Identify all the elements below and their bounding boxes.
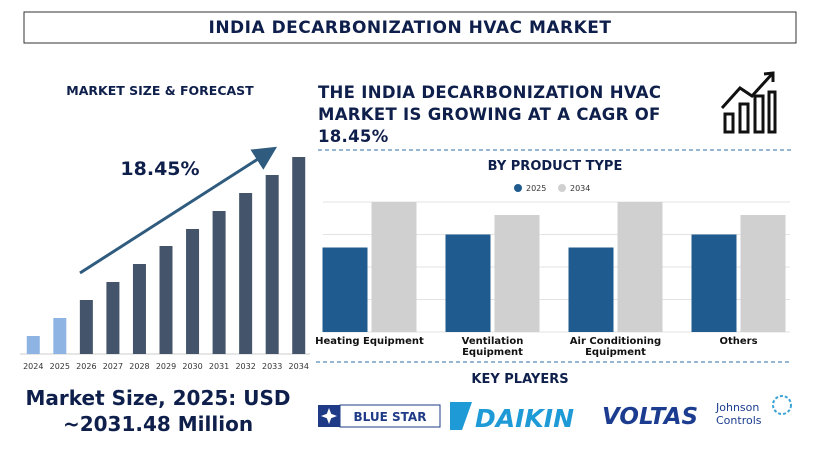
x-tick-label: Air Conditioning Equipment (569, 336, 662, 358)
bar (186, 229, 200, 354)
legend-swatch (514, 184, 522, 192)
headline: THE INDIA DECARBONIZATION HVAC MARKET IS… (318, 83, 662, 146)
legend-swatch (558, 184, 566, 192)
forecast-chart: 2024 2025 2026 2027 2028 2029 2030 2031 2032 2033… (23, 157, 309, 371)
bar (691, 234, 737, 332)
bar (322, 247, 368, 332)
bar (568, 247, 614, 332)
x-tick-label: 2031 (209, 362, 229, 371)
bar (740, 215, 786, 332)
bar (53, 318, 67, 354)
x-tick-label: 2027 (103, 362, 123, 371)
growth-icon (720, 71, 777, 134)
x-tick-label: 2032 (235, 362, 255, 371)
bar (26, 336, 40, 354)
logo-mark (772, 395, 792, 415)
logo-text: VOLTAS (602, 404, 698, 430)
bar (494, 215, 540, 332)
chart-title: MARKET SIZE & FORECAST (66, 83, 254, 98)
bar (159, 246, 173, 354)
legend-label: 2034 (570, 184, 590, 193)
bar (79, 300, 93, 354)
x-tick-label: 2024 (23, 362, 43, 371)
bar (106, 282, 120, 354)
x-tick-label: Ventilation Equipment (461, 336, 524, 358)
bar (445, 234, 491, 332)
bar (212, 211, 226, 354)
logo-text: DAIKIN (475, 404, 574, 433)
logo-text: BLUE STAR (354, 410, 427, 424)
bar (292, 157, 306, 354)
cagr-annotation: 18.45% (120, 158, 199, 180)
bar (617, 202, 663, 332)
x-tick-label: 2030 (182, 362, 202, 371)
page-title: INDIA DECARBONIZATION HVAC MARKET (208, 18, 612, 38)
chart-title: BY PRODUCT TYPE (488, 159, 623, 174)
x-tick-label: 2026 (76, 362, 96, 371)
logo-star (321, 408, 337, 424)
bar (132, 264, 146, 354)
growth-arrow (79, 146, 278, 275)
x-tick-label: 2028 (129, 362, 149, 371)
title-box (23, 11, 797, 44)
logo-mark (450, 402, 472, 430)
product-chart: 2025 2034 (322, 184, 790, 333)
x-tick-label: 2029 (156, 362, 176, 371)
x-tick-label: 2025 (50, 362, 70, 371)
section-title: KEY PLAYERS (471, 372, 568, 387)
x-tick-label: Others (719, 336, 758, 347)
market-size: Market Size, 2025: USD ~2031.48 Million (25, 386, 291, 436)
x-tick-label: 2033 (262, 362, 282, 371)
logo-text: Johnson Controls (716, 401, 762, 427)
x-tick-label: Heating Equipment (315, 336, 424, 347)
bar (265, 175, 279, 354)
logo-box (339, 404, 441, 428)
bar (371, 202, 417, 332)
bar (239, 193, 253, 354)
x-tick-label: 2034 (289, 362, 309, 371)
legend-label: 2025 (526, 184, 546, 193)
